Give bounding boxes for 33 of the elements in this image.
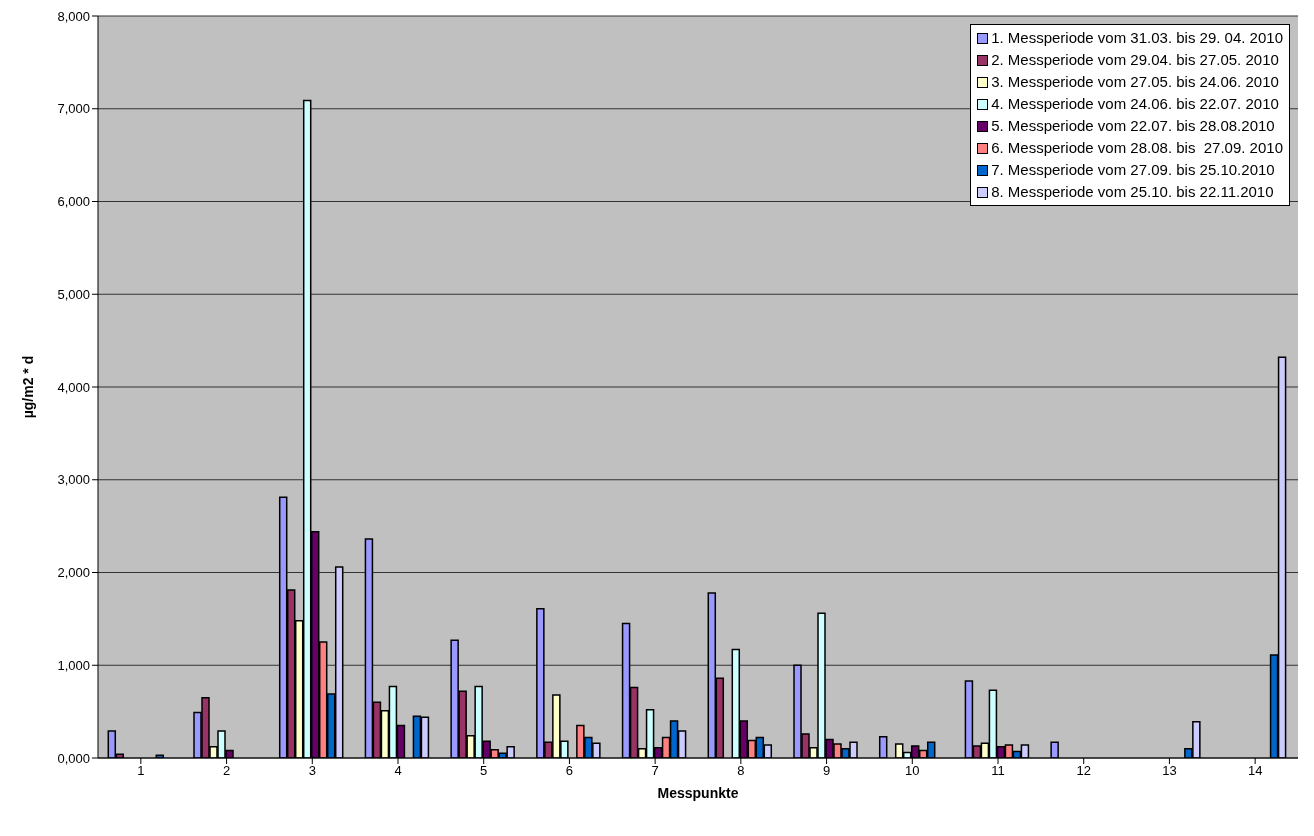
- x-tick-label: 10: [905, 763, 920, 779]
- x-axis-title: Messpunkte: [657, 785, 739, 801]
- y-tick-label: 1,000: [57, 657, 90, 673]
- legend-label: 6. Messperiode vom 28.08. bis 27.09. 2010: [991, 138, 1283, 158]
- legend-label: 8. Messperiode vom 25.10. bis 22.11.2010: [991, 182, 1274, 202]
- x-tick-label: 5: [480, 763, 488, 779]
- legend-label: 5. Messperiode vom 22.07. bis 28.08.2010: [991, 116, 1275, 136]
- y-tick-label: 4,000: [57, 379, 90, 395]
- x-tick-label: 8: [737, 763, 745, 779]
- y-tick-label: 5,000: [57, 286, 90, 302]
- x-tick-label: 9: [822, 763, 831, 779]
- x-tick-label: 3: [308, 763, 316, 779]
- y-tick-label: 7,000: [57, 101, 90, 117]
- x-tick-label: 12: [1076, 763, 1091, 779]
- x-tick-label: 1: [137, 763, 145, 779]
- x-tick-label: 13: [1162, 763, 1177, 779]
- y-tick-label: 3,000: [57, 472, 90, 488]
- legend-label: 4. Messperiode vom 24.06. bis 22.07. 2010: [991, 94, 1279, 114]
- legend-label: 3. Messperiode vom 27.05. bis 24.06. 2010: [991, 72, 1279, 92]
- x-tick-label: 11: [991, 763, 1005, 779]
- legend-label: 1. Messperiode vom 31.03. bis 29. 04. 2010: [991, 28, 1283, 48]
- y-tick-label: 0,000: [57, 750, 90, 766]
- x-tick-label: 14: [1247, 763, 1263, 779]
- legend-label: 7. Messperiode vom 27.09. bis 25.10.2010: [991, 160, 1275, 180]
- y-tick-label: 2,000: [57, 565, 90, 581]
- y-axis-title: µg/m2 * d: [19, 355, 36, 419]
- x-tick-label: 2: [222, 763, 231, 779]
- y-tick-label: 8,000: [57, 8, 90, 24]
- x-tick-label: 6: [565, 763, 574, 779]
- x-tick-label: 4: [394, 763, 402, 779]
- x-tick-label: 7: [651, 763, 659, 779]
- y-tick-label: 6,000: [57, 194, 90, 210]
- legend-label: 2. Messperiode vom 29.04. bis 27.05. 2010: [991, 50, 1279, 70]
